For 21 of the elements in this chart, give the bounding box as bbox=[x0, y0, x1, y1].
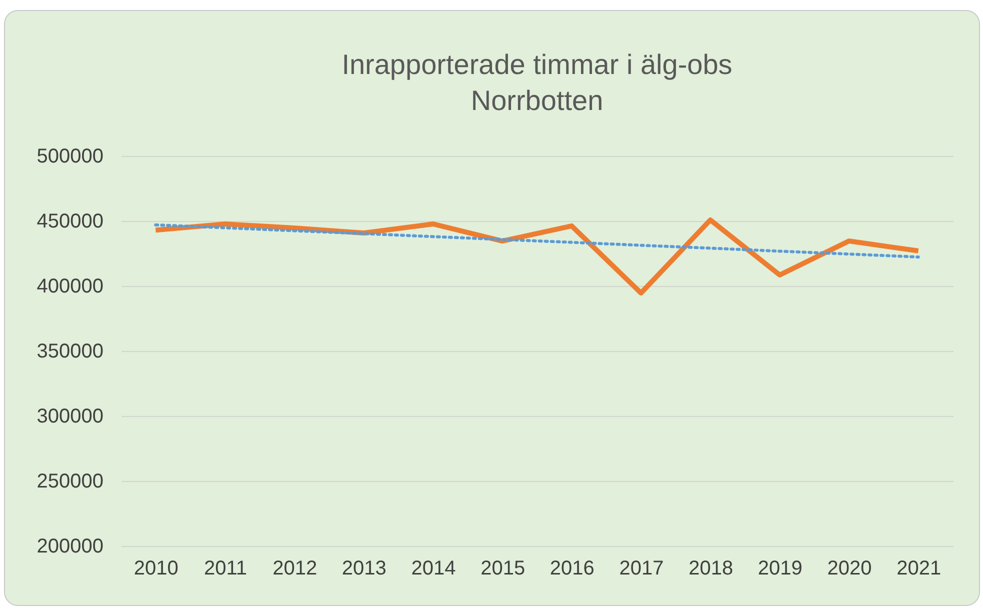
y-tick-label: 400000 bbox=[36, 276, 104, 298]
x-tick-label: 2014 bbox=[411, 558, 456, 580]
x-tick-label: 2019 bbox=[758, 558, 802, 580]
x-tick-label: 2017 bbox=[619, 558, 664, 580]
x-tick-label: 2021 bbox=[896, 558, 942, 580]
x-tick-label: 2015 bbox=[480, 558, 526, 580]
y-tick-label: 350000 bbox=[36, 340, 104, 362]
x-tick-label: 2012 bbox=[272, 558, 318, 580]
x-tick-label: 2018 bbox=[688, 558, 734, 580]
x-tick-label: 2010 bbox=[134, 558, 178, 580]
x-tick-label: 2020 bbox=[827, 558, 872, 580]
line-series bbox=[154, 223, 920, 259]
x-tick-label: 2013 bbox=[342, 558, 386, 580]
chart-title: Inrapporterade timmar i älg-obs Norrbotten bbox=[342, 49, 732, 116]
y-tick-label: 300000 bbox=[36, 406, 104, 428]
y-tick-label: 500000 bbox=[36, 146, 104, 168]
y-tick-label: 450000 bbox=[36, 210, 104, 232]
y-tick-label: 200000 bbox=[36, 536, 104, 558]
x-tick-label: 2016 bbox=[550, 558, 594, 580]
x-tick-label: 2011 bbox=[204, 558, 248, 580]
y-tick-label: 250000 bbox=[36, 470, 104, 492]
